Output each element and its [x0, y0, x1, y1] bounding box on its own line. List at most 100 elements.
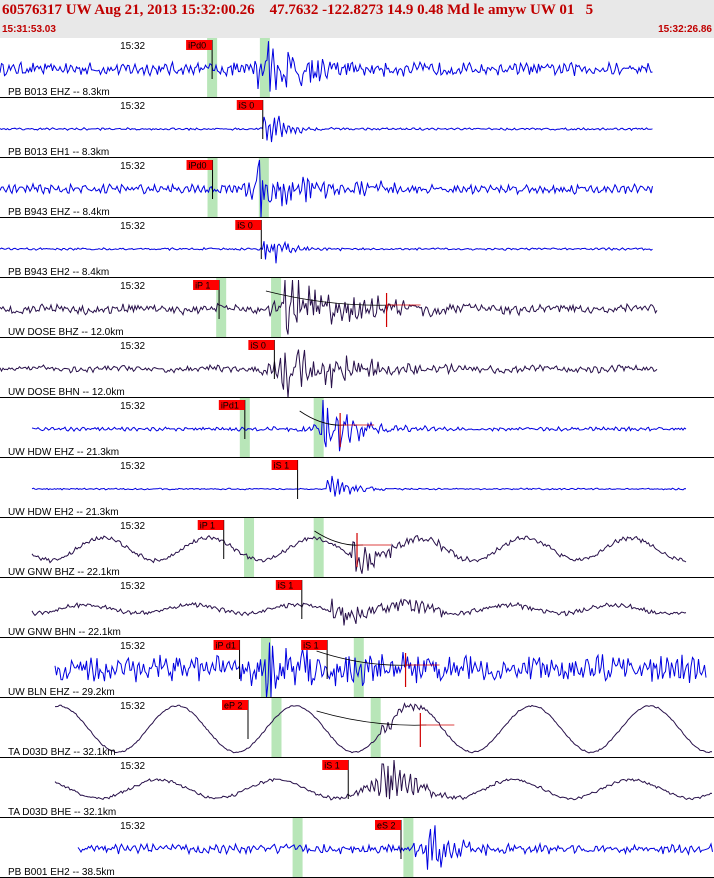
pick-label: iS 1 — [324, 761, 340, 771]
trace-panel: iP 1 15:32 UW DOSE BHZ -- 12.0km — [0, 278, 714, 338]
time-tick-label: 15:32 — [120, 281, 145, 292]
event-title: 60576317 UW Aug 21, 2013 15:32:00.26 47.… — [2, 2, 594, 18]
arrival-curve — [316, 710, 427, 726]
trace-panel: iS 1 15:32 UW HDW EH2 -- 21.3km — [0, 460, 714, 518]
arrival-curve — [316, 650, 412, 666]
waveform-line — [54, 759, 713, 801]
waveform-line — [0, 279, 658, 335]
pick-flag — [218, 400, 245, 410]
pick-label: iPd1 — [221, 401, 239, 411]
time-tick-label: 15:32 — [120, 101, 145, 112]
pick-flag — [197, 520, 224, 530]
time-tick-label: 15:32 — [120, 581, 145, 592]
station-label: TA D03D BHE -- 32.1km — [8, 807, 116, 818]
time-tick-label: 15:32 — [120, 221, 145, 232]
station-label: TA D03D BHZ -- 32.1km — [8, 747, 116, 758]
seismogram-panel: iPd0 15:32 PB B013 EHZ -- 8.3km iS 0 15:32 PB… — [0, 38, 714, 878]
waveform-line — [31, 534, 687, 574]
trace-panel: iPd0 15:32 PB B013 EHZ -- 8.3km — [0, 38, 714, 98]
trace-panel: iS 1 15:32 UW GNW BHN -- 22.1km — [0, 580, 714, 638]
station-label: UW DOSE BHN -- 12.0km — [8, 387, 125, 398]
time-tick-label: 15:32 — [120, 701, 145, 712]
pick-flag — [235, 220, 262, 230]
station-label: UW GNW BHZ -- 22.1km — [8, 567, 120, 578]
waveform-line — [77, 825, 713, 870]
pick-label: iPd0 — [189, 161, 207, 171]
phase-window — [271, 698, 282, 758]
arrival-curve — [265, 290, 393, 306]
time-tick-label: 15:32 — [120, 761, 145, 772]
phase-window — [260, 638, 271, 698]
time-tick-label: 15:32 — [120, 461, 145, 472]
station-label: PB B943 EHZ -- 8.4km — [8, 207, 110, 218]
waveform-line — [31, 475, 687, 497]
station-label: PB B013 EHZ -- 8.3km — [8, 87, 110, 98]
phase-window — [313, 518, 324, 578]
event-header: 60576317 UW Aug 21, 2013 15:32:00.26 47.… — [0, 0, 714, 38]
start-time-label: 15:31:53.03 — [2, 24, 56, 35]
trace-panel: eS 2 15:32 PB B001 EH2 -- 38.5km — [0, 818, 714, 878]
time-tick-label: 15:32 — [120, 821, 145, 832]
pick-label: iS 1 — [278, 581, 294, 591]
pick-flag — [301, 640, 328, 650]
trace-panel: iP d1 iS 1 15:32 UW BLN EHZ -- 29.2km — [0, 638, 714, 699]
time-tick-label: 15:32 — [120, 161, 145, 172]
pick-label: iP d1 — [216, 641, 236, 651]
trace-panel: iPd0 15:32 PB B943 EHZ -- 8.4km — [0, 158, 714, 219]
waveform-line — [0, 159, 653, 219]
pick-label: iS 1 — [303, 641, 319, 651]
station-label: UW HDW EH2 -- 21.3km — [8, 507, 119, 518]
trace-panel: eP 2 15:32 TA D03D BHZ -- 32.1km — [0, 698, 714, 758]
waveform-line — [0, 240, 653, 264]
time-tick-label: 15:32 — [120, 401, 145, 412]
station-label: UW HDW EHZ -- 21.3km — [8, 447, 119, 458]
phase-window — [271, 278, 282, 338]
waveform-line — [0, 349, 658, 399]
phase-window — [216, 278, 227, 338]
pick-flag — [236, 100, 263, 110]
pick-label: iS 1 — [274, 461, 290, 471]
waveform-line — [55, 702, 713, 754]
waveform-line — [54, 642, 707, 699]
pick-flag — [193, 280, 220, 290]
pick-label: iP 1 — [195, 281, 210, 291]
trace-panel: iP 1 15:32 UW GNW BHZ -- 22.1km — [0, 518, 714, 578]
phase-window — [353, 638, 364, 698]
trace-panel: iS 0 15:32 UW DOSE BHN -- 12.0km — [0, 340, 714, 399]
pick-label: iPd0 — [188, 41, 206, 51]
time-tick-label: 15:32 — [120, 641, 145, 652]
station-label: UW BLN EHZ -- 29.2km — [8, 687, 115, 698]
end-time-label: 15:32:26.86 — [658, 24, 712, 35]
pick-flag — [275, 580, 302, 590]
waveform-line — [31, 399, 687, 452]
trace-panel: iS 1 15:32 TA D03D BHE -- 32.1km — [0, 759, 714, 818]
pick-label: iS 0 — [250, 341, 266, 351]
station-label: PB B001 EH2 -- 38.5km — [8, 867, 115, 878]
phase-window — [258, 158, 269, 218]
pick-label: eP 2 — [224, 701, 242, 711]
trace-panel: iS 0 15:32 PB B013 EH1 -- 8.3km — [0, 100, 714, 158]
trace-panel: iS 0 15:32 PB B943 EH2 -- 8.4km — [0, 220, 714, 278]
phase-window — [313, 398, 324, 458]
time-tick-label: 15:32 — [120, 41, 145, 52]
waveform-line — [31, 598, 687, 626]
waveform-line — [0, 115, 653, 143]
pick-flag — [213, 640, 240, 650]
pick-flag — [248, 340, 275, 350]
pick-label: iS 0 — [237, 221, 253, 231]
pick-flag — [186, 40, 213, 50]
station-label: UW GNW BHN -- 22.1km — [8, 627, 121, 638]
station-label: PB B013 EH1 -- 8.3km — [8, 147, 109, 158]
pick-flag — [186, 160, 213, 170]
time-tick-label: 15:32 — [120, 341, 145, 352]
phase-window — [244, 518, 255, 578]
trace-panel: iPd1 15:32 UW HDW EHZ -- 21.3km — [0, 398, 714, 458]
pick-label: iP 1 — [200, 521, 215, 531]
pick-flag — [221, 700, 248, 710]
station-label: UW DOSE BHZ -- 12.0km — [8, 327, 124, 338]
time-tick-label: 15:32 — [120, 521, 145, 532]
phase-window — [370, 698, 381, 758]
station-label: PB B943 EH2 -- 8.4km — [8, 267, 109, 278]
pick-flag — [375, 820, 402, 830]
waveform-line — [0, 41, 653, 92]
